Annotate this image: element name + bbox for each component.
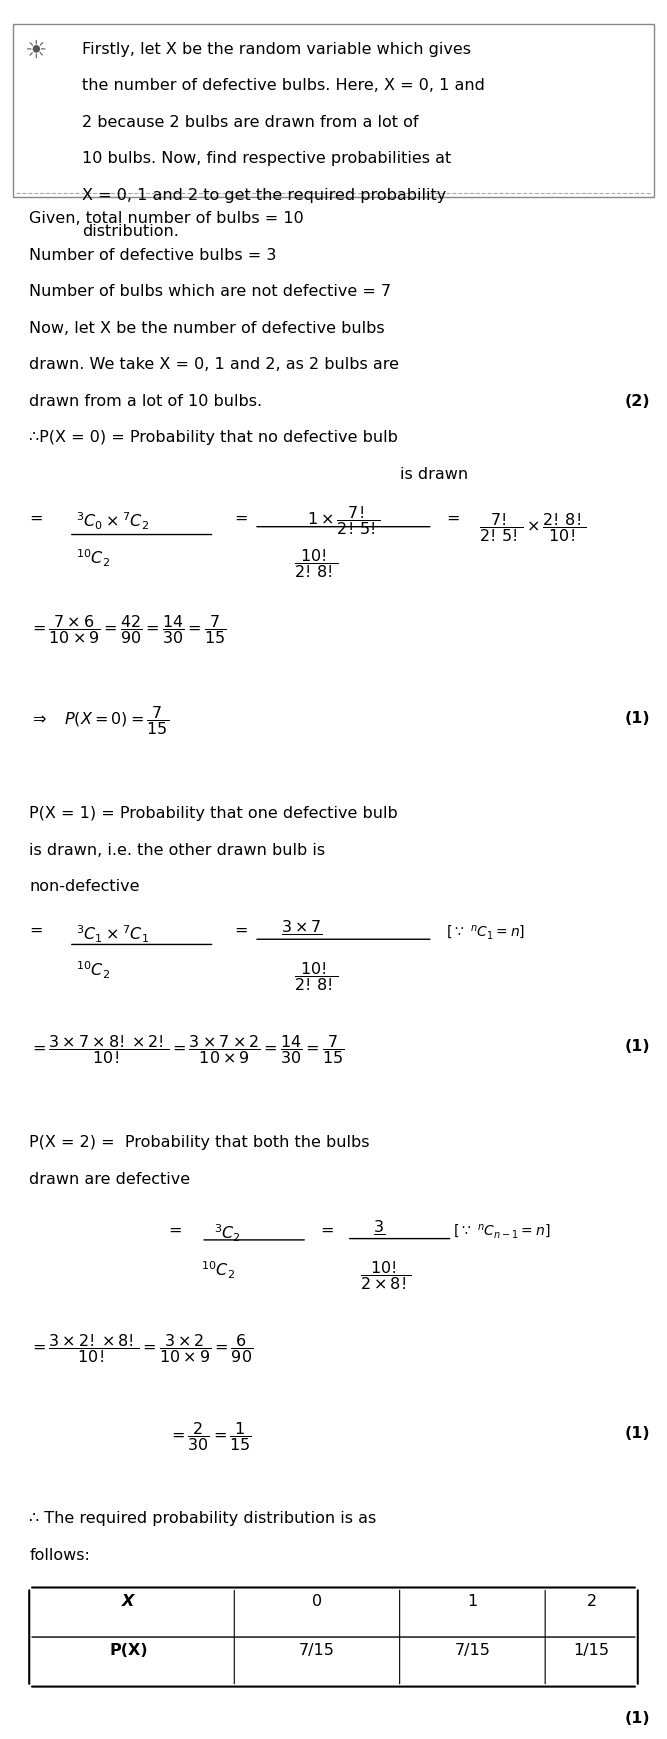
- Text: non-defective: non-defective: [29, 878, 139, 894]
- Text: 1/15: 1/15: [574, 1642, 610, 1657]
- Text: P(X = 1) = Probability that one defective bulb: P(X = 1) = Probability that one defectiv…: [29, 805, 398, 821]
- Text: 2 because 2 bulbs are drawn from a lot of: 2 because 2 bulbs are drawn from a lot o…: [82, 115, 419, 130]
- Text: (1): (1): [624, 1038, 650, 1054]
- Text: ${}^{3}C_{2}$: ${}^{3}C_{2}$: [214, 1223, 241, 1243]
- Text: $[\because \ {}^{n}C_{n-1} = n]$: $[\because \ {}^{n}C_{n-1} = n]$: [453, 1223, 550, 1240]
- Text: is drawn, i.e. the other drawn bulb is: is drawn, i.e. the other drawn bulb is: [29, 842, 325, 857]
- Text: $= \dfrac{7 \times 6}{10 \times 9} = \dfrac{42}{90} = \dfrac{14}{30} = \dfrac{7}: $= \dfrac{7 \times 6}{10 \times 9} = \df…: [29, 612, 227, 645]
- Text: Number of defective bulbs = 3: Number of defective bulbs = 3: [29, 247, 277, 263]
- Text: drawn are defective: drawn are defective: [29, 1170, 190, 1186]
- Text: ${}^{10}C_{2}$: ${}^{10}C_{2}$: [201, 1259, 235, 1280]
- Text: =: =: [234, 511, 247, 525]
- Text: Firstly, let X be the random variable which gives: Firstly, let X be the random variable wh…: [82, 42, 471, 57]
- Text: =: =: [29, 923, 43, 937]
- Text: ${}^{3}C_{1} \times {}^{7}C_{1}$: ${}^{3}C_{1} \times {}^{7}C_{1}$: [75, 923, 149, 944]
- Text: 10 bulbs. Now, find respective probabilities at: 10 bulbs. Now, find respective probabili…: [82, 151, 452, 167]
- Text: ${}^{3}C_{0} \times {}^{7}C_{2}$: ${}^{3}C_{0} \times {}^{7}C_{2}$: [75, 511, 149, 532]
- Text: follows:: follows:: [29, 1546, 90, 1562]
- Text: Number of bulbs which are not defective = 7: Number of bulbs which are not defective …: [29, 283, 392, 299]
- Text: 7/15: 7/15: [454, 1642, 490, 1657]
- Text: =: =: [29, 511, 43, 525]
- Text: drawn from a lot of 10 bulbs.: drawn from a lot of 10 bulbs.: [29, 393, 262, 409]
- Text: ${}^{10}C_{2}$: ${}^{10}C_{2}$: [75, 960, 109, 981]
- Text: (2): (2): [624, 393, 650, 409]
- Text: $\Rightarrow \quad P(X = 0) = \dfrac{7}{15}$: $\Rightarrow \quad P(X = 0) = \dfrac{7}{…: [29, 704, 169, 737]
- Text: $\dfrac{10!}{2!\,8!}$: $\dfrac{10!}{2!\,8!}$: [293, 960, 338, 993]
- Text: (1): (1): [624, 1426, 650, 1440]
- Text: $\dfrac{10!}{2!\,8!}$: $\dfrac{10!}{2!\,8!}$: [293, 548, 338, 579]
- Text: 1: 1: [468, 1593, 478, 1609]
- Text: =: =: [320, 1223, 334, 1236]
- Text: X: X: [122, 1593, 135, 1609]
- Text: =: =: [234, 923, 247, 937]
- Text: ${}^{10}C_{2}$: ${}^{10}C_{2}$: [75, 548, 109, 569]
- Text: 7/15: 7/15: [299, 1642, 335, 1657]
- Text: P(X): P(X): [109, 1642, 148, 1657]
- Text: $1 \times \dfrac{7!}{2!\,5!}$: $1 \times \dfrac{7!}{2!\,5!}$: [307, 504, 381, 537]
- Text: (1): (1): [624, 710, 650, 725]
- Text: $\dfrac{10!}{2 \times 8!}$: $\dfrac{10!}{2 \times 8!}$: [360, 1259, 412, 1292]
- Text: $= \dfrac{3 \times 2! \times 8!}{10!} = \dfrac{3 \times 2}{10 \times 9} = \dfrac: $= \dfrac{3 \times 2! \times 8!}{10!} = …: [29, 1332, 253, 1365]
- Text: $\dfrac{3}{\ }$: $\dfrac{3}{\ }$: [374, 1223, 386, 1238]
- Text: $\dfrac{7!}{2!\,5!} \times \dfrac{2!\,8!}{10!}$: $\dfrac{7!}{2!\,5!} \times \dfrac{2!\,8!…: [479, 511, 587, 543]
- Text: 0: 0: [312, 1593, 322, 1609]
- Text: ☀: ☀: [25, 40, 47, 63]
- Text: ∴ The required probability distribution is as: ∴ The required probability distribution …: [29, 1509, 376, 1525]
- Text: Given, total number of bulbs = 10: Given, total number of bulbs = 10: [29, 210, 304, 226]
- FancyBboxPatch shape: [13, 24, 654, 198]
- Text: the number of defective bulbs. Here, X = 0, 1 and: the number of defective bulbs. Here, X =…: [82, 78, 485, 94]
- Text: $= \dfrac{2}{30} = \dfrac{1}{15}$: $= \dfrac{2}{30} = \dfrac{1}{15}$: [168, 1419, 252, 1452]
- Text: P(X = 2) =  Probability that both the bulbs: P(X = 2) = Probability that both the bul…: [29, 1134, 370, 1149]
- Text: Now, let X be the number of defective bulbs: Now, let X be the number of defective bu…: [29, 320, 385, 336]
- Text: $= \dfrac{3 \times 7 \times 8! \times 2!}{10!} = \dfrac{3 \times 7 \times 2}{10 : $= \dfrac{3 \times 7 \times 8! \times 2!…: [29, 1033, 345, 1066]
- Text: drawn. We take X = 0, 1 and 2, as 2 bulbs are: drawn. We take X = 0, 1 and 2, as 2 bulb…: [29, 356, 400, 372]
- Text: is drawn: is drawn: [400, 466, 468, 482]
- Text: distribution.: distribution.: [82, 224, 179, 240]
- Text: X = 0, 1 and 2 to get the required probability: X = 0, 1 and 2 to get the required proba…: [82, 188, 446, 203]
- Text: =: =: [446, 511, 460, 525]
- Text: $\dfrac{3 \times 7}{\ }$: $\dfrac{3 \times 7}{\ }$: [281, 923, 323, 939]
- Text: ∴P(X = 0) = Probability that no defective bulb: ∴P(X = 0) = Probability that no defectiv…: [29, 430, 398, 445]
- Text: 2: 2: [586, 1593, 596, 1609]
- Text: =: =: [168, 1223, 181, 1236]
- Text: (1): (1): [624, 1709, 650, 1725]
- Text: $[\because \ {}^{n}C_{1} = n]$: $[\because \ {}^{n}C_{1} = n]$: [446, 923, 525, 941]
